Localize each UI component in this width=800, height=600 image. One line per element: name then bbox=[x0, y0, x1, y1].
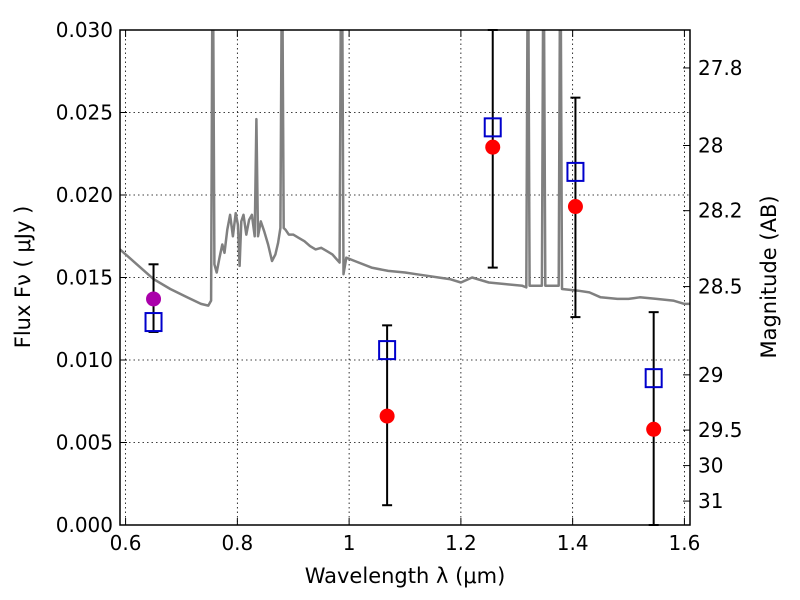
y2-tick-label: 28.2 bbox=[698, 199, 743, 223]
y2-tick-label: 29 bbox=[698, 363, 723, 387]
model-photometry-square bbox=[378, 340, 397, 361]
y2-tick-label: 29.5 bbox=[698, 418, 743, 442]
x-tick-label: 0.6 bbox=[110, 531, 142, 555]
axis-ticks bbox=[120, 29, 690, 526]
y-tick-label: 0.010 bbox=[56, 348, 113, 372]
x-tick-label: 0.8 bbox=[221, 531, 253, 555]
model-spectrum-line bbox=[120, 30, 690, 307]
observed-flux-point bbox=[485, 139, 501, 155]
grid-lines bbox=[120, 30, 690, 525]
model-photometry-square bbox=[644, 368, 663, 389]
y2-tick-label: 28 bbox=[698, 134, 723, 158]
observed-flux-point bbox=[567, 199, 583, 215]
y-tick-label: 0.005 bbox=[56, 431, 113, 455]
y-tick-label: 0.000 bbox=[56, 513, 113, 537]
model-photometry-square bbox=[144, 312, 163, 333]
y-tick-label: 0.015 bbox=[56, 266, 113, 290]
y-tick-label: 0.030 bbox=[56, 18, 113, 42]
y2-axis-label: Magnitude (AB) bbox=[757, 195, 781, 358]
model-spectrum-layer bbox=[120, 30, 690, 307]
y2-tick-label: 31 bbox=[698, 489, 723, 513]
model-photometry-square bbox=[566, 161, 585, 182]
observed-flux-point bbox=[379, 408, 395, 424]
y2-tick-label: 28.5 bbox=[698, 275, 743, 299]
x-tick-label: 1.2 bbox=[445, 531, 477, 555]
x-tick-label: 1.4 bbox=[557, 531, 589, 555]
y2-tick-label: 27.8 bbox=[698, 56, 743, 80]
axis-tick-labels: 0.6 0.8 1 1.2 1.4 1.6 0.000 0.005 0.010 0.015 0.02… bbox=[56, 18, 743, 555]
y2-tick-label: 30 bbox=[698, 454, 723, 478]
observed-flux-point bbox=[146, 291, 162, 307]
y-tick-label: 0.025 bbox=[56, 101, 113, 125]
x-tick-label: 1 bbox=[343, 531, 356, 555]
y-axis-label: Flux Fν ( μJy ) bbox=[11, 206, 35, 349]
observed-flux-point bbox=[646, 421, 662, 437]
photometry-layer bbox=[144, 29, 663, 526]
y-tick-label: 0.020 bbox=[56, 183, 113, 207]
model-photometry-square bbox=[483, 117, 502, 138]
x-tick-label: 1.6 bbox=[669, 531, 701, 555]
x-axis-label: Wavelength λ (μm) bbox=[305, 564, 506, 588]
